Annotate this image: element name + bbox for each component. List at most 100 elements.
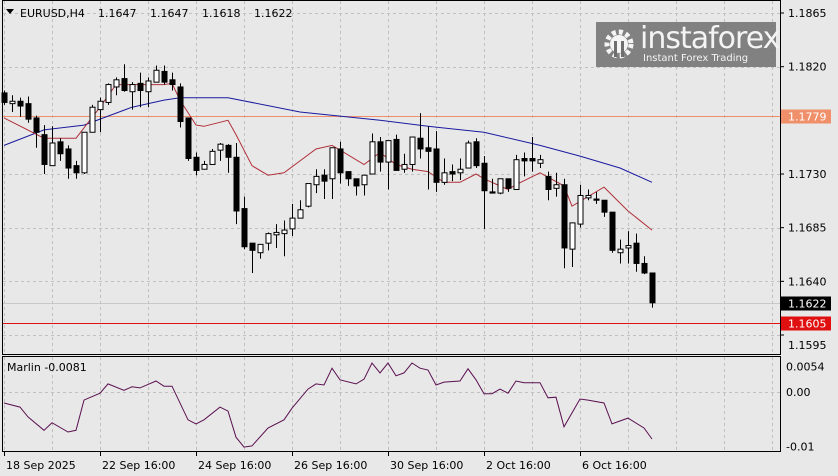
candle-body	[321, 174, 328, 182]
dropdown-triangle-icon[interactable]	[6, 9, 14, 14]
bullish-candle	[513, 154, 520, 191]
candle-body	[225, 144, 232, 158]
price-axis: 1.1865 1.1820 1.1730 1.1685 1.1640 1.1595	[780, 7, 827, 352]
candle-body	[545, 175, 552, 191]
time-tick-label: 26 Sep 16:00	[294, 459, 367, 472]
candle-body	[641, 262, 648, 274]
candle-body	[441, 172, 448, 183]
bullish-candle	[217, 142, 224, 161]
candle-body	[241, 208, 248, 248]
candle-body	[585, 194, 592, 199]
candle-body	[97, 100, 104, 111]
bearish-candle	[169, 72, 176, 91]
bearish-candle	[521, 152, 528, 177]
bearish-candle	[177, 83, 184, 128]
logo-brand: instaforex	[640, 21, 780, 56]
bullish-candle	[113, 77, 120, 96]
marlin-indicator	[3, 362, 653, 448]
candles	[1, 64, 656, 308]
bearish-candle	[249, 242, 256, 273]
candle-body	[505, 178, 512, 189]
candle-body	[393, 138, 400, 171]
time-tick-label: 24 Sep 16:00	[198, 459, 271, 472]
candle-body	[529, 157, 536, 162]
candle-body	[217, 143, 224, 151]
bullish-candle	[553, 172, 560, 197]
symbol-timeframe: EURUSD,H4	[20, 7, 85, 20]
bearish-candle	[137, 72, 144, 108]
bearish-candle	[233, 142, 240, 225]
horizontal-levels[interactable]: 1.1779 1.1605 1.1622	[3, 109, 831, 331]
bearish-candle	[417, 113, 424, 159]
indicator-label: Marlin -0.0081	[7, 361, 87, 374]
bearish-candle	[73, 160, 80, 179]
price-tick-label: 1.1730	[788, 168, 827, 181]
price-tick-label: 1.1820	[788, 61, 827, 74]
support-price-label: 1.1605	[788, 318, 827, 331]
candle-body	[129, 84, 136, 93]
chart-header: EURUSD,H4 1.1647 1.1647 1.1618 1.1622	[6, 7, 293, 20]
candle-body	[377, 141, 384, 163]
candle-body	[497, 178, 504, 194]
candle-body	[329, 147, 336, 180]
bearish-candle	[377, 137, 384, 172]
bearish-candle	[65, 145, 72, 179]
candle-body	[561, 184, 568, 249]
candle-body	[81, 131, 88, 174]
candle-body	[153, 69, 160, 83]
bullish-candle	[313, 169, 320, 194]
candle-body	[257, 243, 264, 254]
candle-body	[9, 100, 16, 105]
bearish-candle	[449, 164, 456, 182]
bullish-candle	[145, 77, 152, 108]
candle-body	[201, 163, 208, 170]
candle-body	[569, 222, 576, 250]
bearish-candle	[241, 196, 248, 250]
bearish-candle	[609, 211, 616, 253]
candle-body	[113, 79, 120, 88]
candle-body	[553, 184, 560, 189]
bullish-candle	[257, 243, 264, 259]
candle-body	[481, 162, 488, 192]
ohlc-close: 1.1622	[254, 7, 293, 20]
ohlc-low: 1.1618	[202, 7, 241, 20]
candle-body	[521, 157, 528, 162]
price-tick-label: 1.1685	[788, 222, 827, 235]
time-axis: 18 Sep 2025 22 Sep 16:00 24 Sep 16:00 26 Se…	[4, 452, 647, 472]
bearish-candle	[225, 144, 232, 173]
time-tick-label: 18 Sep 2025	[6, 459, 76, 472]
bullish-candle	[9, 95, 16, 112]
candle-body	[617, 248, 624, 254]
bullish-candle	[265, 232, 272, 251]
bearish-candle	[529, 137, 536, 172]
bearish-candle	[33, 115, 40, 148]
candle-body	[593, 198, 600, 201]
bullish-candle	[585, 189, 592, 201]
bearish-candle	[489, 178, 496, 194]
candle-body	[17, 100, 24, 107]
bullish-candle	[577, 184, 584, 228]
candle-body	[609, 211, 616, 251]
candle-body	[465, 142, 472, 169]
time-tick-label: 30 Sep 16:00	[390, 459, 463, 472]
candle-body	[337, 148, 344, 174]
indicator-tick-label: 0.0054	[786, 361, 825, 374]
bearish-candle	[185, 117, 192, 161]
bullish-candle	[329, 147, 336, 200]
bearish-candle	[161, 65, 168, 85]
bullish-candle	[457, 158, 464, 180]
candle-body	[65, 148, 72, 169]
candle-body	[425, 147, 432, 152]
current-price-label: 1.1622	[788, 298, 827, 311]
ohlc-open: 1.1647	[98, 7, 137, 20]
candle-body	[385, 140, 392, 163]
time-tick-label: 6 Oct 16:00	[582, 459, 647, 472]
candle-body	[297, 209, 304, 219]
indicator-axis: 0.0054 0.00 -0.01	[786, 361, 825, 454]
candle-body	[601, 199, 608, 213]
candle-body	[577, 194, 584, 225]
candle-body	[625, 245, 632, 249]
candle-body	[41, 134, 48, 165]
bullish-candle	[369, 133, 376, 175]
